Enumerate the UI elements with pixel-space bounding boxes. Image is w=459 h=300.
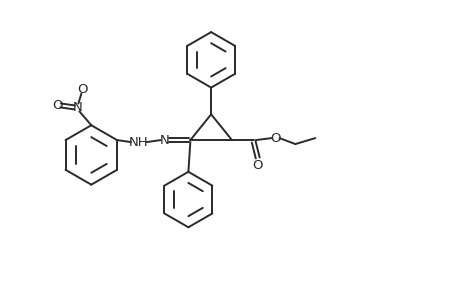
Text: NH: NH — [129, 136, 148, 148]
Text: N: N — [73, 101, 82, 114]
Text: O: O — [270, 132, 280, 145]
Text: N: N — [159, 134, 169, 147]
Text: O: O — [52, 99, 63, 112]
Text: O: O — [252, 159, 263, 172]
Text: O: O — [77, 83, 87, 96]
